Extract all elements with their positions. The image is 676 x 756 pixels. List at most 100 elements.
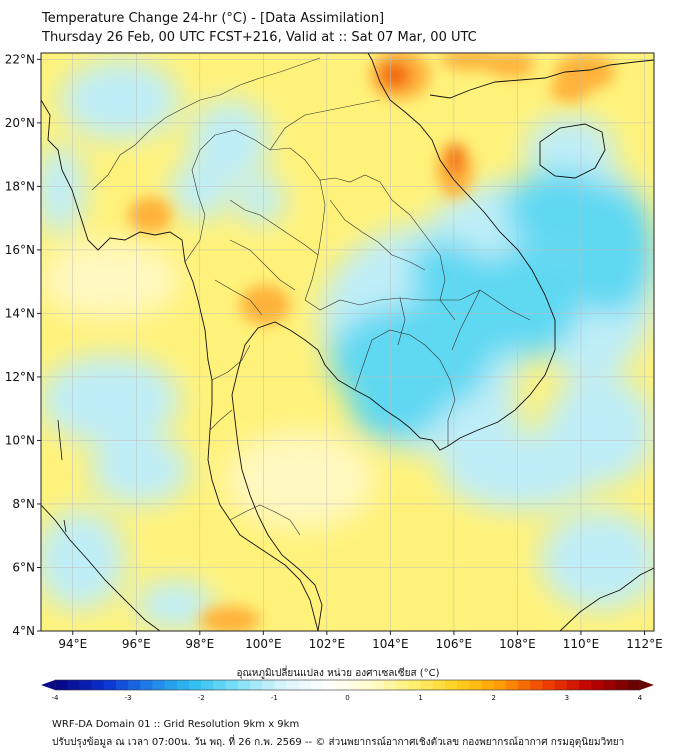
colorbar-cell (469, 680, 483, 690)
colorbar-cell (286, 680, 300, 690)
colorbar-cell (164, 680, 178, 690)
lat-tick-label: 22°N (5, 52, 35, 66)
coastlines-and-borders (41, 53, 654, 631)
colorbar-cell (298, 680, 312, 690)
lon-tick-label: 106°E (436, 637, 473, 651)
colorbar-cell (201, 680, 215, 690)
colorbar-cell (627, 680, 641, 690)
colorbar-tick-label: 4 (638, 694, 643, 702)
grid-lines (41, 53, 654, 631)
colorbar-cell (591, 680, 605, 690)
colorbar-cell (79, 680, 93, 690)
temperature-field (41, 53, 654, 631)
lon-tick-label: 94°E (58, 637, 87, 651)
colorbar-tick-label: 3 (565, 694, 569, 702)
coastline-bay-of-bengal (41, 99, 319, 631)
colorbar-cell (396, 680, 410, 690)
longitude-axis: 94°E 96°E 98°E 100°E 102°E 104°E 106°E 108°E 110… (58, 631, 663, 651)
colorbar-tick-label: 1 (418, 694, 422, 702)
country-borders (91, 57, 531, 536)
colorbar-cell (603, 680, 617, 690)
latitude-axis: 22°N 20°N 18°N 16°N 14°N 12°N 10°N 8°N 6°N 4°N (5, 52, 41, 638)
lon-tick-label: 110°E (563, 637, 600, 651)
colorbar-cell (115, 680, 129, 690)
colorbar-cell (384, 680, 397, 690)
coastline-south-china (429, 59, 654, 99)
colorbar-cell (335, 680, 349, 690)
map-frame (40, 52, 655, 632)
colorbar-cell (420, 680, 434, 690)
colorbar-cell (274, 680, 288, 690)
colorbar-cell (262, 680, 275, 690)
lon-tick-label: 104°E (372, 637, 409, 651)
colorbar-cell (128, 680, 141, 690)
lat-tick-label: 20°N (5, 116, 35, 130)
colorbar-cell (481, 680, 495, 690)
lon-tick-label: 96°E (122, 637, 151, 651)
lat-tick-label: 18°N (5, 179, 35, 193)
chart-title: Temperature Change 24-hr (°C) - [Data As… (42, 11, 385, 26)
colorbar-cell (371, 680, 385, 690)
andaman-islands (57, 419, 67, 533)
colorbar-tick-label: -1 (271, 694, 278, 702)
colorbar: -4 -3 -2 -1 0 1 2 3 4 (41, 679, 654, 702)
lon-tick-label: 108°E (499, 637, 536, 651)
colorbar-title: อุณหภูมิเปลี่ยนแปลง หน่วย องศาเซลเซียส (… (236, 668, 440, 679)
coastline-borneo (559, 567, 654, 631)
lat-tick-label: 6°N (12, 560, 35, 574)
lat-tick-label: 4°N (12, 624, 35, 638)
lat-tick-label: 8°N (12, 497, 35, 511)
colorbar-cell (445, 680, 458, 690)
colorbar-cell (310, 680, 324, 690)
colorbar-min-arrow (41, 680, 55, 690)
colorbar-cell (530, 680, 544, 690)
colorbar-cell (91, 680, 105, 690)
coastline-sumatra (41, 504, 161, 631)
lon-tick-label: 98°E (185, 637, 214, 651)
colorbar-tick-label: -3 (125, 694, 132, 702)
colorbar-cell (237, 680, 251, 690)
lon-tick-label: 100°E (245, 637, 282, 651)
colorbar-cell (566, 680, 580, 690)
chart-subtitle: Thursday 26 Feb, 00 UTC FCST+216, Valid … (42, 30, 477, 45)
lon-tick-label: 112°E (626, 637, 663, 651)
colorbar-cell (176, 680, 190, 690)
colorbar-cell (408, 680, 422, 690)
colorbar-max-arrow (640, 680, 654, 690)
lat-tick-label: 10°N (5, 433, 35, 447)
colorbar-tick-label: -4 (52, 694, 60, 702)
colorbar-cell (140, 680, 154, 690)
colorbar-tick-label: -2 (198, 694, 205, 702)
lat-tick-label: 14°N (5, 306, 35, 320)
footer-model-info: WRF-DA Domain 01 :: Grid Resolution 9km … (52, 719, 300, 730)
colorbar-cell (615, 680, 629, 690)
coastline-gulf-of-thailand (231, 321, 449, 631)
colorbar-cell (432, 680, 446, 690)
colorbar-cell (493, 680, 507, 690)
colorbar-cell (505, 680, 519, 690)
colorbar-cell (457, 680, 470, 690)
colorbar-cell (213, 680, 227, 690)
colorbar-cell (55, 680, 68, 690)
colorbar-tick-label: 2 (492, 694, 496, 702)
colorbar-cell (67, 680, 80, 690)
lon-tick-label: 102°E (309, 637, 346, 651)
coastline-vietnam (367, 53, 556, 447)
colorbar-cell (189, 680, 202, 690)
colorbar-cell (518, 680, 531, 690)
colorbar-cell (250, 680, 263, 690)
colorbar-tick-label: 0 (345, 694, 349, 702)
colorbar-cell (103, 680, 117, 690)
colorbar-cell (225, 680, 239, 690)
lat-tick-label: 16°N (5, 243, 35, 257)
colorbar-cell (152, 680, 166, 690)
colorbar-cell (323, 680, 336, 690)
colorbar-cell (542, 680, 556, 690)
colorbar-cell (579, 680, 592, 690)
colorbar-cell (554, 680, 568, 690)
colorbar-cell (347, 680, 361, 690)
hainan-island (539, 123, 606, 179)
lat-tick-label: 12°N (5, 370, 35, 384)
footer-credit: ปรับปรุงข้อมูล ณ เวลา 07:00น. วัน พฤ. ที… (52, 737, 625, 748)
